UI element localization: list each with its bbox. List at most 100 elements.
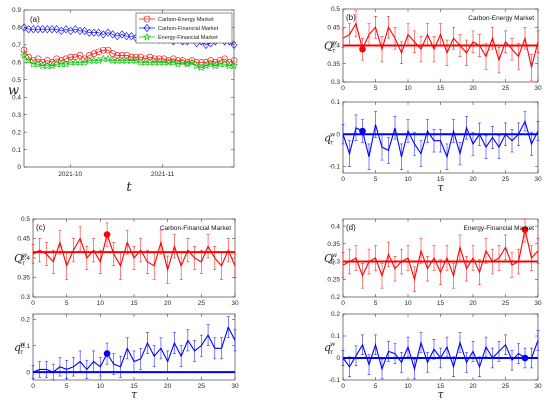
panel-a-point xyxy=(48,59,56,66)
panel-a-y-tick-label: 0 xyxy=(17,164,21,171)
panel-b-top-x-tick-label: 10 xyxy=(404,85,412,92)
panel-b-bottom-line xyxy=(342,119,539,159)
panel-c-top-x-tick-label: 0 xyxy=(31,300,35,307)
panel-c-top-y-tick-label: 0.5 xyxy=(21,216,30,223)
panel-d-top-x-tick-label: 25 xyxy=(502,300,510,307)
panel-a-point xyxy=(146,53,154,61)
panel-a-point xyxy=(174,59,182,68)
panel-c-top-line xyxy=(32,232,236,272)
panel-a-point xyxy=(95,48,102,56)
panel-a-point xyxy=(48,25,56,34)
panel-b-bottom-highlight-point xyxy=(359,127,366,135)
panel-a-y-tick-label: 0.1 xyxy=(12,147,21,154)
panel-b-bottom-x-tick-label: 15 xyxy=(437,176,445,183)
panel-a-x-tick-label: 2021-10 xyxy=(58,171,82,178)
panel-d-top-highlight-point xyxy=(521,226,529,233)
panel-d-top-x-tick-label: 30 xyxy=(534,300,542,307)
panel-a-y-tick-label: 0.8 xyxy=(12,25,21,32)
panel-a-point xyxy=(94,56,103,64)
panel-c-bottom-y-tick-label: 0.2 xyxy=(21,316,30,323)
panel-a-point xyxy=(80,58,89,66)
panel-b-bottom-x-tick-label: 25 xyxy=(502,176,510,183)
panel-a-point xyxy=(71,25,79,34)
panel-d-top-x-tick-label: 5 xyxy=(374,300,378,307)
panel-a-point xyxy=(230,61,238,70)
panel-d-top-y-tick-label: 0.25 xyxy=(327,276,340,283)
panel-a-point xyxy=(188,58,196,66)
panel-b-top-y-tick-label: 0.3 xyxy=(331,79,340,86)
panel-d-top-x-tick-label: 0 xyxy=(341,300,345,307)
panel-a-point xyxy=(114,52,121,59)
panel-b-top-x-tick-label: 30 xyxy=(534,85,542,92)
panel-a-y-tick-label: 0.6 xyxy=(12,60,21,67)
panel-b-top-x-tick-label: 0 xyxy=(341,85,345,92)
panel-b-bottom-y-axis-sup: w xyxy=(330,132,336,139)
panel-d-bottom-y-tick-label: 0.1 xyxy=(331,333,340,340)
panel-b-bottom-y-axis-label: q xyxy=(324,132,331,145)
panel-a-point xyxy=(58,57,65,64)
panel-b-label: (b) xyxy=(346,13,356,22)
panel-a-point xyxy=(123,52,130,59)
panel-c-bottom-x-tick-label: 20 xyxy=(164,383,172,390)
panel-d-top-line xyxy=(342,229,539,282)
panel-c-bottom-x-tick-label: 0 xyxy=(31,383,35,390)
panel-c-top-y-tick-label: 0.35 xyxy=(17,275,30,282)
panel-c-bottom-y-tick-label: 0.1 xyxy=(21,343,30,350)
panel-a-point xyxy=(137,53,144,61)
panel-d-top-y-axis-label: Q xyxy=(324,252,333,265)
panel-a-point xyxy=(81,26,89,36)
panel-b-bottom-y-axis-sub: τ xyxy=(330,140,334,147)
panel-a-point xyxy=(44,57,51,64)
panel-b-top-x-tick-label: 20 xyxy=(469,85,477,92)
panel-c-bottom-x-tick-label: 15 xyxy=(130,383,138,390)
panel-a-x-tick-label: 2021-11 xyxy=(151,171,175,178)
panel-d-bottom-frame xyxy=(342,313,539,381)
panel-a-point xyxy=(169,58,178,66)
panel-d-bottom-x-tick-label: 5 xyxy=(374,383,378,390)
panel-c-bottom-y-axis-sup: w xyxy=(20,341,26,348)
panel-c-market-label: Carbon-Financial Market xyxy=(160,225,231,232)
panel-a-point xyxy=(211,61,220,70)
panel-a-point xyxy=(62,55,70,63)
panel-b-top-y-tick-label: 0.45 xyxy=(327,24,340,31)
panel-c-top-y-axis-label: Q xyxy=(14,252,23,265)
panel-b-top-line xyxy=(342,22,539,68)
panel-a-point xyxy=(192,61,201,70)
panel-a-y-tick-label: 0.5 xyxy=(12,77,21,84)
panel-a-x-axis-label: t xyxy=(126,180,132,195)
panel-a-point xyxy=(24,56,33,64)
panel-a-point xyxy=(104,28,112,37)
panel-d-bottom-y-tick-label: -0.1 xyxy=(329,377,341,384)
panel-c-top-x-tick-label: 15 xyxy=(130,300,138,307)
panel-c-top-y-tick-label: 0.3 xyxy=(21,294,30,301)
panel-b-top-y-axis-sup: w xyxy=(332,40,338,47)
panel-c-x-axis-label: τ xyxy=(131,388,138,401)
panel-a-point xyxy=(100,46,107,54)
panel-d-label: (d) xyxy=(346,223,356,232)
panel-a-point xyxy=(207,57,214,64)
panel-a-point xyxy=(132,56,140,64)
panel-a-point xyxy=(48,61,56,70)
panel-c-top-y-axis-sub: τ xyxy=(22,260,26,267)
panel-a-point xyxy=(220,59,229,68)
panel-a-y-tick-label: 0.9 xyxy=(12,7,21,14)
panel-a-y-tick-label: 0.7 xyxy=(12,42,21,49)
panel-b-market-label: Carbon-Energy Market xyxy=(468,15,534,22)
panel-d-top-x-tick-label: 20 xyxy=(469,300,477,307)
panel-a-point xyxy=(183,59,192,68)
panel-c-bottom-x-tick-label: 5 xyxy=(65,383,69,390)
panel-a-point xyxy=(202,59,210,66)
panel-b-top-x-tick-label: 5 xyxy=(374,85,378,92)
panel-a-point xyxy=(132,53,140,61)
panel-a-point xyxy=(72,53,79,61)
panel-d-bottom-x-tick-label: 10 xyxy=(404,383,412,390)
panel-a-point xyxy=(34,25,42,34)
panel-a-legend-marker xyxy=(143,15,151,23)
panel-a-point xyxy=(127,32,135,41)
panel-d-bottom-highlight-point xyxy=(521,354,529,362)
panel-b-bottom-x-tick-label: 5 xyxy=(374,176,378,183)
panel-b-top-y-tick-label: 0.35 xyxy=(327,61,340,68)
panel-a-point xyxy=(212,59,219,66)
panel-d-bottom-x-tick-label: 30 xyxy=(534,383,542,390)
panel-c-top-y-tick-label: 0.45 xyxy=(17,236,30,243)
